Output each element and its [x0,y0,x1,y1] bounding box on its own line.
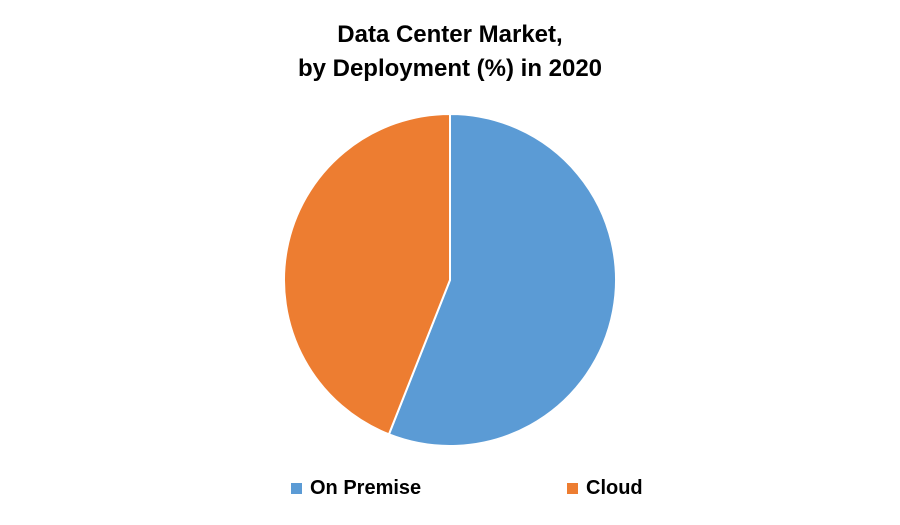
legend-label-cloud: Cloud [586,477,643,499]
pie-slices [283,113,617,447]
legend-swatch-on-premise [291,483,302,494]
legend-item-cloud: Cloud [567,477,643,500]
chart-title-line-1: Data Center Market, [337,21,563,48]
legend-item-on-premise: On Premise [291,477,421,500]
legend-swatch-cloud [567,483,578,494]
legend: On Premise Cloud [0,477,900,507]
legend-label-on-premise: On Premise [310,477,422,499]
pie-slice-on-premise [387,113,617,447]
chart-title-line-2: by Deployment (%) in 2020 [297,55,603,82]
pie-slice-cloud [283,113,451,436]
chart-title: Data Center Market, by Deployment (%) in… [0,18,900,86]
